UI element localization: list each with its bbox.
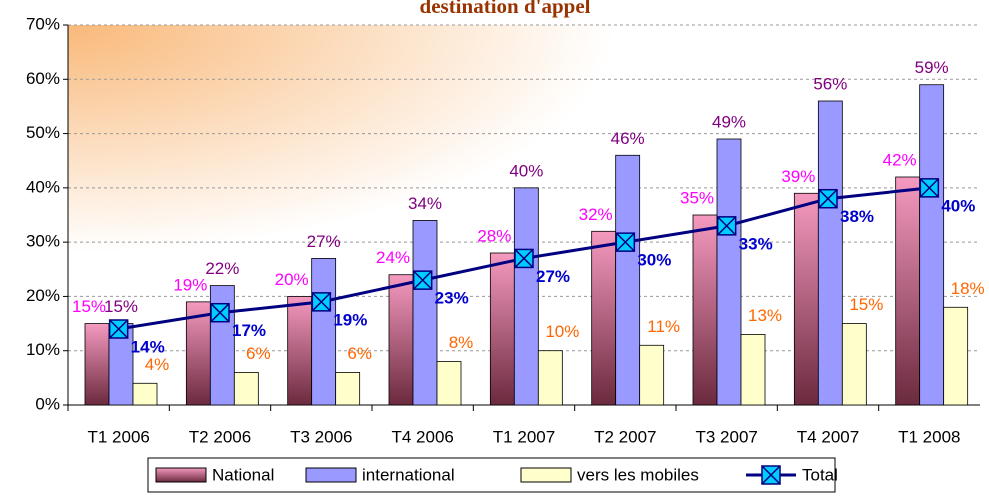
- bar: [919, 84, 945, 406]
- y-tick-label: 20%: [26, 286, 60, 305]
- total-marker-cross: [210, 303, 230, 323]
- total-label: 30%: [637, 251, 671, 270]
- data-label: 28%: [477, 226, 511, 245]
- data-label: 32%: [579, 205, 613, 224]
- y-tick-label: 40%: [26, 177, 60, 196]
- bar: [335, 372, 361, 406]
- data-label: 39%: [781, 167, 815, 186]
- data-label: 11%: [647, 317, 680, 336]
- data-label: 42%: [883, 150, 917, 169]
- bar: [84, 323, 110, 406]
- total-marker-cross: [311, 292, 331, 312]
- data-label: 15%: [72, 297, 106, 316]
- x-tick-label: T3 2007: [695, 427, 757, 446]
- legend-swatch: [520, 467, 572, 483]
- total-marker-cross: [818, 189, 838, 209]
- total-marker-cross: [717, 216, 737, 236]
- data-label: 6%: [246, 344, 271, 363]
- data-label: 15%: [849, 295, 883, 314]
- data-label: 56%: [813, 74, 847, 93]
- x-tick-label: T1 2007: [493, 427, 555, 446]
- data-label: 35%: [680, 188, 714, 207]
- total-label: 23%: [435, 289, 469, 308]
- total-marker-cross: [615, 232, 635, 252]
- bar: [841, 323, 867, 406]
- data-label: 40%: [509, 161, 543, 180]
- total-label: 33%: [739, 234, 773, 253]
- y-tick-label: 10%: [26, 340, 60, 359]
- bar: [388, 274, 414, 406]
- x-tick-label: T4 2006: [391, 427, 453, 446]
- data-label: 15%: [104, 297, 138, 316]
- total-label: 14%: [131, 337, 165, 356]
- total-label: 17%: [232, 321, 266, 340]
- bar: [513, 187, 539, 406]
- data-label: 18%: [951, 279, 985, 298]
- bar: [615, 154, 641, 406]
- chart-title: destination d'appel: [420, 0, 591, 18]
- data-label: 34%: [408, 194, 442, 213]
- data-label: 6%: [347, 344, 372, 363]
- legend-box: [147, 457, 836, 493]
- x-tick-label: T1 2008: [898, 427, 960, 446]
- data-label: 22%: [205, 259, 239, 278]
- legend-label: Total: [802, 465, 838, 484]
- legend-label: vers les mobiles: [577, 465, 699, 484]
- legend-swatch: [155, 467, 207, 483]
- total-marker-cross: [109, 319, 129, 339]
- data-label: 13%: [748, 306, 782, 325]
- x-tick-label: T3 2006: [290, 427, 352, 446]
- bar: [233, 372, 259, 406]
- bar: [740, 334, 766, 406]
- data-label: 27%: [307, 232, 341, 251]
- bar: [436, 361, 462, 406]
- bar: [639, 344, 665, 406]
- y-tick-label: 60%: [26, 69, 60, 88]
- total-marker-cross: [514, 248, 534, 268]
- bar: [311, 258, 337, 406]
- bar: [817, 100, 843, 406]
- total-label: 27%: [536, 267, 570, 286]
- bar: [793, 192, 819, 406]
- y-tick-label: 50%: [26, 123, 60, 142]
- y-tick-label: 70%: [26, 14, 60, 33]
- total-label: 40%: [941, 196, 975, 215]
- data-label: 59%: [915, 58, 949, 77]
- bar: [943, 306, 969, 406]
- bar: [132, 382, 158, 406]
- legend-swatch: [305, 467, 357, 483]
- y-tick-label: 0%: [35, 394, 60, 413]
- total-label: 19%: [333, 310, 367, 329]
- data-label: 19%: [173, 275, 207, 294]
- legend-label: National: [212, 465, 274, 484]
- bar: [716, 138, 742, 406]
- bar: [591, 230, 617, 406]
- data-label: 4%: [145, 355, 170, 374]
- data-label: 24%: [376, 248, 410, 267]
- data-label: 10%: [545, 322, 579, 341]
- data-label: 20%: [275, 270, 309, 289]
- total-marker-cross: [919, 178, 939, 198]
- x-tick-label: T2 2007: [594, 427, 656, 446]
- x-tick-label: T1 2006: [87, 427, 149, 446]
- bar: [489, 252, 515, 406]
- x-tick-label: T2 2006: [189, 427, 251, 446]
- bar: [895, 176, 921, 406]
- data-label: 8%: [449, 333, 474, 352]
- x-tick-label: T4 2007: [797, 427, 859, 446]
- total-marker-cross: [413, 270, 433, 290]
- bar: [692, 214, 718, 406]
- bar: [412, 220, 438, 406]
- bar: [537, 350, 563, 406]
- total-label: 38%: [840, 207, 874, 226]
- legend-marker-cross: [761, 465, 781, 485]
- data-label: 49%: [712, 112, 746, 131]
- legend-label: international: [362, 465, 455, 484]
- bar: [287, 296, 313, 406]
- y-tick-label: 30%: [26, 232, 60, 251]
- data-label: 46%: [611, 129, 645, 148]
